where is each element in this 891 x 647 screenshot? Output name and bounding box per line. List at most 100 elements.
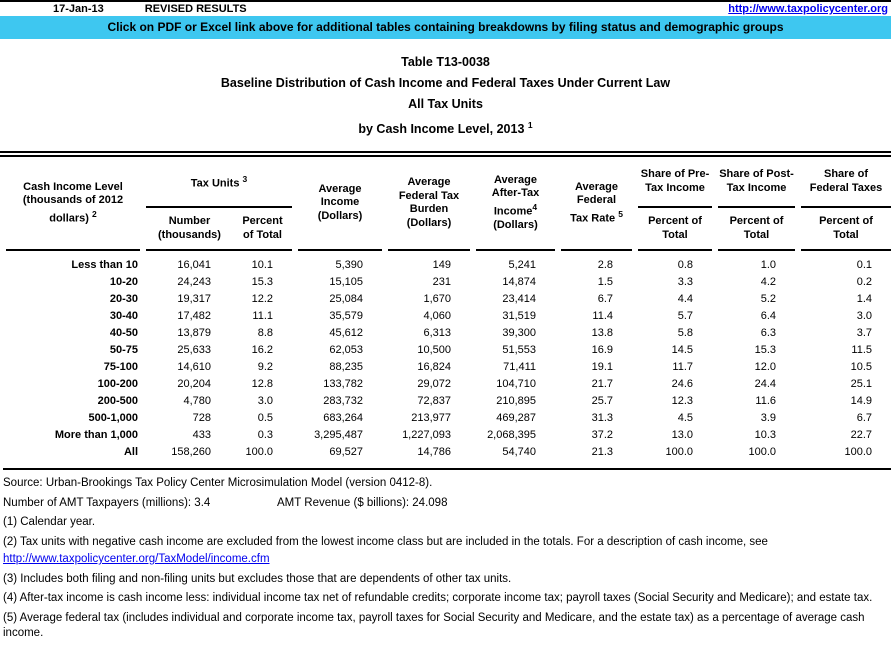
footnote-2: (2) Tax units with negative cash income …	[3, 535, 768, 548]
subheader-pretax-percent-of-total: Percent of Total	[632, 207, 718, 252]
cell-value: 14.5	[671, 343, 693, 356]
cell-value: 231	[432, 275, 451, 288]
cell-value: 22.7	[850, 428, 872, 441]
cell-value: 17,482	[177, 309, 211, 322]
cell-value: 0.5	[257, 411, 273, 424]
row-label: All	[123, 445, 138, 458]
cell-value: 37.2	[591, 428, 613, 441]
cell-value: 25,084	[329, 292, 363, 305]
table-number-title: Table T13-0038	[401, 55, 490, 69]
cell-value: 1,670	[423, 292, 451, 305]
cell-value: 14,610	[177, 360, 211, 373]
income-definition-link[interactable]: http://www.taxpolicycenter.org/TaxModel/…	[3, 553, 270, 566]
col-header-average-federal-tax-rate: Average Federal Tax Rate 5	[555, 157, 638, 252]
cell-value: 35,579	[329, 309, 363, 322]
cell-value: 100.0	[665, 445, 693, 458]
cell-value: 25,633	[177, 343, 211, 356]
cell-value: 11.4	[592, 309, 613, 322]
table-body: Less than 10 16,041 10.1 5,390 149 5,241 2.8 0.…	[3, 250, 891, 469]
cell-value: 149	[432, 258, 451, 271]
table-row: All 158,260 100.0 69,527 14,786 54,740 21.3 100…	[3, 443, 891, 469]
cell-value: 6.4	[760, 309, 776, 322]
cell-value: 100.0	[245, 445, 273, 458]
cell-value: 16.2	[251, 343, 273, 356]
row-label: 50-75	[109, 343, 138, 356]
date-label: 17-Jan-13	[53, 3, 104, 15]
table-row: Less than 10 16,041 10.1 5,390 149 5,241 2.8 0.…	[3, 250, 891, 273]
cell-value: 9.2	[257, 360, 273, 373]
cell-value: 10.5	[850, 360, 872, 373]
table-row: 50-75 25,633 16.2 62,053 10,500 51,553 16.9 14.…	[3, 341, 891, 358]
table-row: 30-40 17,482 11.1 35,579 4,060 31,519 11.4 5.7 6…	[3, 307, 891, 324]
revised-results-label: REVISED RESULTS	[144, 3, 247, 15]
cell-value: 21.7	[591, 377, 613, 390]
footnote-1: (1) Calendar year.	[3, 516, 96, 529]
cell-value: 69,527	[329, 445, 363, 458]
cell-value: 6.7	[597, 292, 613, 305]
cell-value: 100.0	[748, 445, 776, 458]
cell-value: 12.2	[251, 292, 273, 305]
col-header-share-pre-tax-income: Share of Pre- Tax Income	[632, 157, 718, 209]
cell-value: 16,824	[417, 360, 451, 373]
table-title-block: Table T13-0038 Baseline Distribution of …	[0, 52, 891, 140]
cell-value: 24.6	[671, 377, 693, 390]
cell-value: 11.6	[755, 394, 776, 407]
cell-value: 104,710	[496, 377, 536, 390]
cell-value: 100.0	[844, 445, 872, 458]
table-row: 10-20 24,243 15.3 15,105 231 14,874 1.5 3.3 4.2 0…	[3, 273, 891, 290]
cell-value: 12.8	[251, 377, 273, 390]
cell-value: 2.8	[597, 258, 613, 271]
cell-value: 54,740	[502, 445, 536, 458]
cell-value: 728	[192, 411, 211, 424]
footer-notes: Source: Urban-Brookings Tax Policy Cente…	[0, 470, 891, 642]
cell-value: 2,068,395	[487, 428, 536, 441]
footnote-ref-4: 4	[532, 201, 538, 212]
cell-value: 683,264	[323, 411, 363, 424]
table-row: 500-1,000 728 0.5 683,264 213,977 469,287 31.3…	[3, 409, 891, 426]
col-header-tax-units: Tax Units 3	[140, 157, 298, 209]
cell-value: 5.7	[677, 309, 693, 322]
cell-value: 1.5	[597, 275, 613, 288]
table-row: 200-500 4,780 3.0 283,732 72,837 210,895 25.7 1…	[3, 392, 891, 409]
cell-value: 15,105	[329, 275, 363, 288]
row-label: 200-500	[97, 394, 138, 407]
cell-value: 6.7	[856, 411, 872, 424]
row-label: Less than 10	[71, 258, 138, 271]
amt-revenue-value: AMT Revenue ($ billions): 24.098	[277, 496, 448, 509]
subheader-posttax-percent-of-total: Percent of Total	[712, 207, 801, 252]
top-border-line	[0, 0, 891, 2]
cell-value: 4.2	[760, 275, 776, 288]
cell-value: 25.7	[591, 394, 613, 407]
table-row: 20-30 19,317 12.2 25,084 1,670 23,414 6.7 4.4 5.…	[3, 290, 891, 307]
cell-value: 14,874	[502, 275, 536, 288]
table-row: More than 1,000 433 0.3 3,295,487 1,227,093 2…	[3, 426, 891, 443]
cell-value: 72,837	[417, 394, 451, 407]
cell-value: 14.9	[850, 394, 872, 407]
row-label: 40-50	[109, 326, 138, 339]
footnote-ref-1: 1	[527, 120, 533, 130]
cell-value: 13.0	[671, 428, 693, 441]
cell-value: 11.1	[252, 309, 273, 322]
cell-value: 210,895	[496, 394, 536, 407]
info-banner: Click on PDF or Excel link above for add…	[0, 16, 891, 39]
cell-value: 1.4	[856, 292, 872, 305]
cell-value: 3.0	[856, 309, 872, 322]
cell-value: 4,060	[423, 309, 451, 322]
page-header: 17-Jan-13 REVISED RESULTS http://www.tax…	[0, 2, 891, 16]
cell-value: 158,260	[171, 445, 211, 458]
row-label: 100-200	[97, 377, 138, 390]
table-row: 40-50 13,879 8.8 45,612 6,313 39,300 13.8 5.8 6.…	[3, 324, 891, 341]
taxpolicycenter-link[interactable]: http://www.taxpolicycenter.org	[728, 3, 888, 15]
footnote-5: (5) Average federal tax (includes indivi…	[3, 611, 865, 640]
row-label: 10-20	[109, 275, 138, 288]
cell-value: 4.4	[677, 292, 693, 305]
cell-value: 433	[192, 428, 211, 441]
cell-value: 283,732	[323, 394, 363, 407]
col-header-average-federal-tax-burden: Average Federal Tax Burden (Dollars)	[382, 157, 476, 252]
cell-value: 12.3	[671, 394, 693, 407]
cell-value: 0.2	[856, 275, 872, 288]
cell-value: 0.3	[257, 428, 273, 441]
cell-value: 11.5	[851, 343, 872, 356]
col-header-share-post-tax-income: Share of Post- Tax Income	[712, 157, 801, 209]
cell-value: 20,204	[177, 377, 211, 390]
